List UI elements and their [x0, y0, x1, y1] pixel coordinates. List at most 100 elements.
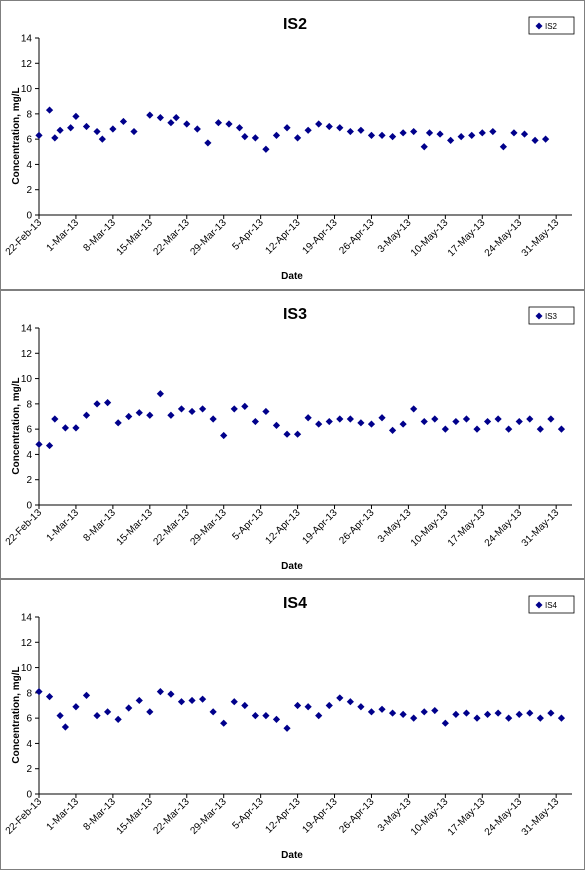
- x-tick-label: 12-Apr-13: [263, 796, 303, 836]
- x-tick-label: 26-Apr-13: [337, 507, 377, 547]
- x-axis-label: Date: [281, 850, 303, 861]
- data-point: [177, 405, 186, 413]
- legend-entry: IS4: [545, 601, 558, 610]
- data-point: [283, 724, 291, 732]
- data-point: [251, 134, 259, 142]
- data-point: [82, 691, 91, 699]
- data-point: [336, 124, 344, 132]
- legend-box: [528, 306, 575, 325]
- x-tick-label: 3-May-13: [376, 217, 414, 255]
- legend: IS4: [528, 595, 575, 614]
- data-point: [114, 419, 122, 427]
- data-point: [462, 415, 471, 423]
- data-point: [505, 425, 513, 433]
- data-point: [505, 714, 513, 722]
- data-point: [293, 134, 302, 142]
- x-tick-label: 1-Mar-13: [45, 507, 82, 544]
- data-point: [425, 129, 434, 137]
- data-point: [346, 698, 354, 706]
- data-point: [388, 133, 397, 141]
- data-point: [431, 706, 439, 715]
- data-point: [494, 415, 502, 423]
- x-tick-label: 22-Mar-13: [151, 507, 192, 548]
- x-tick-label: 12-Apr-13: [263, 507, 303, 547]
- data-point: [520, 130, 529, 138]
- y-tick-label: 12: [21, 349, 33, 360]
- y-tick-label: 4: [26, 450, 32, 461]
- data-point: [483, 417, 492, 426]
- data-point: [399, 710, 407, 718]
- legend: IS2: [528, 16, 575, 35]
- x-tick-label: 15-Mar-13: [115, 796, 156, 837]
- x-tick-label: 1-Mar-13: [45, 796, 82, 833]
- y-tick-label: 10: [21, 374, 33, 385]
- data-point: [104, 708, 112, 716]
- data-point: [357, 703, 365, 711]
- data-point: [325, 701, 333, 710]
- data-point: [272, 715, 281, 724]
- y-tick-label: 12: [21, 638, 33, 649]
- y-tick-label: 8: [26, 399, 32, 410]
- x-tick-label: 24-May-13: [483, 507, 525, 549]
- data-point: [35, 440, 43, 448]
- data-point: [388, 426, 397, 435]
- data-point: [536, 425, 544, 433]
- data-point: [167, 119, 175, 127]
- legend-marker-icon: [535, 601, 543, 609]
- y-tick-label: 6: [26, 425, 32, 436]
- data-point: [188, 407, 196, 416]
- data-point: [346, 127, 354, 136]
- series-points: [35, 106, 550, 153]
- data-point: [262, 407, 270, 416]
- data-point: [220, 431, 228, 440]
- data-point: [93, 712, 101, 720]
- x-tick-label: 1-Mar-13: [45, 217, 82, 254]
- data-point: [457, 133, 465, 141]
- data-point: [452, 710, 460, 718]
- data-point: [436, 130, 444, 138]
- x-tick-label: 3-May-13: [376, 507, 414, 545]
- data-point: [367, 420, 376, 428]
- data-point: [399, 129, 407, 137]
- x-tick-label: 10-May-13: [409, 796, 451, 838]
- x-tick-label: 17-May-13: [446, 796, 488, 838]
- data-point: [72, 703, 80, 711]
- data-point: [515, 417, 523, 426]
- data-point: [72, 424, 80, 432]
- data-point: [367, 131, 376, 139]
- data-point: [526, 709, 534, 717]
- data-point: [241, 402, 249, 410]
- data-point: [177, 698, 186, 706]
- data-point: [410, 127, 418, 136]
- data-point: [204, 139, 212, 147]
- legend-entry: IS3: [545, 312, 558, 321]
- chart-title: IS3: [283, 306, 307, 323]
- data-point: [357, 126, 365, 134]
- x-tick-label: 17-May-13: [446, 217, 488, 259]
- data-point: [526, 415, 534, 423]
- y-tick-label: 14: [21, 324, 33, 335]
- data-point: [51, 415, 59, 423]
- data-point: [93, 127, 101, 136]
- data-point: [315, 712, 323, 720]
- x-tick-label: 22-Mar-13: [151, 217, 192, 258]
- x-tick-label: 5-Apr-13: [230, 507, 266, 543]
- data-point: [272, 421, 281, 429]
- x-tick-label: 15-Mar-13: [115, 217, 156, 258]
- x-tick-label: 5-Apr-13: [230, 217, 266, 253]
- x-axis-label: Date: [281, 271, 303, 282]
- data-point: [420, 143, 428, 151]
- data-point: [135, 409, 143, 417]
- x-axis-label: Date: [281, 561, 303, 572]
- data-point: [441, 425, 449, 433]
- data-point: [315, 120, 323, 128]
- x-tick-label: 19-Apr-13: [300, 796, 340, 836]
- data-point: [209, 708, 217, 716]
- x-tick-label: 8-Mar-13: [82, 217, 119, 254]
- x-tick-label: 17-May-13: [446, 507, 488, 549]
- data-point: [109, 125, 117, 133]
- data-point: [367, 708, 376, 716]
- legend-entry: IS2: [545, 22, 558, 31]
